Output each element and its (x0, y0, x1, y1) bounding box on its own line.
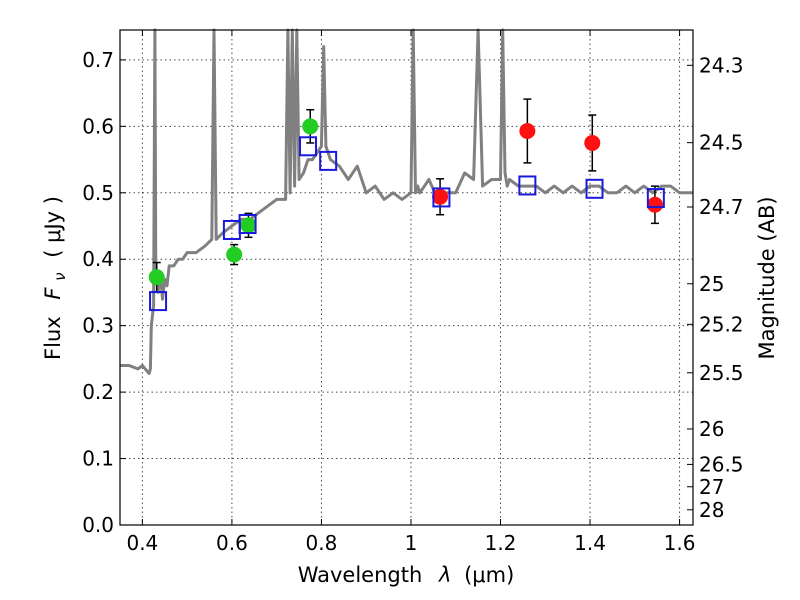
mag-tick-label: 28 (699, 498, 724, 522)
model-box-marker (238, 214, 257, 235)
axis-ticks: 0.4 0.6 0.8 1 1.2 1.4 1.6 0.0 0.1 0.2 0.3 0.4 0.5 0.6… (82, 30, 744, 555)
x-axis-label-symbol: λ (438, 563, 451, 587)
data-point (432, 188, 449, 205)
data-point (519, 122, 536, 139)
model-box-marker (299, 136, 318, 157)
data-point (646, 196, 663, 213)
model-box-marker (149, 291, 168, 312)
y-axis-label-main: Flux (41, 316, 65, 360)
x-tick-label: 0.4 (126, 531, 158, 555)
x-axis-label: Wavelength λ (μm) (298, 563, 515, 587)
data-point (148, 269, 165, 286)
y-tick-label: 0.7 (82, 48, 114, 72)
model-box-marker (518, 175, 537, 196)
x-tick-label: 1.6 (664, 531, 696, 555)
x-tick-label: 1.4 (574, 531, 606, 555)
data-point (302, 118, 319, 135)
y-tick-label: 0.1 (82, 447, 114, 471)
mag-tick-label: 25.2 (699, 312, 744, 336)
spectrum-line (120, 28, 693, 375)
mag-tick-label: 24.3 (699, 53, 744, 77)
mag-tick-label: 25.5 (699, 361, 744, 385)
mag-tick-label: 25 (699, 272, 724, 296)
mag-tick-label: 26 (699, 417, 724, 441)
y-axis-label-unit: ( μJy ) (41, 196, 65, 258)
x-tick-label: 0.6 (216, 531, 248, 555)
y-tick-label: 0.0 (82, 513, 114, 537)
spectrum-layer (120, 28, 693, 375)
y-axis-label-symbol: F (41, 287, 65, 300)
data-points (148, 118, 663, 286)
x-axis-label-main: Wavelength (298, 563, 423, 587)
x-tick-label: 1.2 (485, 531, 517, 555)
y2-axis-label: Magnitude (AB) (755, 196, 779, 359)
y-tick-label: 0.5 (82, 181, 114, 205)
y-tick-label: 0.4 (82, 247, 114, 271)
model-box-marker (432, 187, 451, 208)
data-point (584, 134, 601, 151)
mag-tick-label: 24.7 (699, 195, 744, 219)
model-box-marker (319, 150, 338, 171)
model-box-marker (585, 178, 604, 199)
mag-tick-label: 24.5 (699, 131, 744, 155)
model-box-marker (646, 188, 665, 209)
y-axis-label-subscript: ν (51, 272, 69, 280)
x-tick-label: 0.8 (306, 531, 338, 555)
mag-tick-label: 27 (699, 475, 724, 499)
plot-background (120, 30, 693, 525)
x-tick-label: 1 (405, 531, 418, 555)
data-point (240, 217, 257, 234)
y-tick-label: 0.6 (82, 114, 114, 138)
y-tick-label: 0.2 (82, 380, 114, 404)
mag-tick-label: 26.5 (699, 452, 744, 476)
y-tick-label: 0.3 (82, 314, 114, 338)
y-axis-label: Flux F ν ( μJy ) (41, 196, 70, 360)
x-axis-label-unit: (μm) (464, 563, 514, 587)
plot-frame (119, 29, 694, 526)
model-boxes (149, 136, 665, 312)
data-point (226, 246, 243, 263)
